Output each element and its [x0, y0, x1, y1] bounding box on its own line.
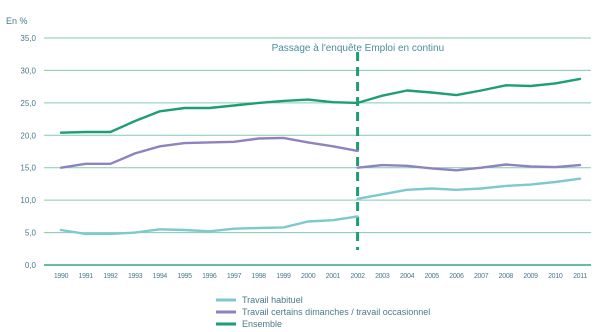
- legend-label-travail-occasionnel: Travail certains dimanches / travail occ…: [242, 307, 430, 317]
- x-tick-label-2008: 2008: [499, 273, 514, 280]
- x-tick-label-2009: 2009: [523, 273, 538, 280]
- x-tick-label-1994: 1994: [153, 273, 168, 280]
- series-0-segment-0: [59, 215, 359, 236]
- y-tick-label-30: 30,0: [20, 66, 36, 75]
- x-tick-label-2011: 2011: [573, 273, 587, 280]
- x-tick-label-1991: 1991: [79, 273, 94, 280]
- x-tick-label-2006: 2006: [449, 273, 464, 280]
- legend-label-ensemble: Ensemble: [242, 319, 282, 329]
- x-tick-label-1998: 1998: [252, 273, 267, 280]
- y-tick-label-15: 15,0: [20, 164, 36, 173]
- x-tick-label-1993: 1993: [128, 273, 143, 280]
- series-2-segment-1: [356, 77, 582, 105]
- x-tick-label-2003: 2003: [375, 273, 390, 280]
- legend: Travail habituel Travail certains dimanc…: [216, 295, 430, 329]
- y-tick-label-35: 35,0: [20, 34, 36, 43]
- legend-label-travail-habituel: Travail habituel: [242, 295, 303, 305]
- x-tick-label-2007: 2007: [474, 273, 489, 280]
- y-tick-label-25: 25,0: [20, 99, 36, 108]
- x-tick-label-2004: 2004: [400, 273, 415, 280]
- x-tick-label-1995: 1995: [177, 273, 192, 280]
- x-tick-label-1990: 1990: [54, 273, 69, 280]
- x-tick-labels: 1990 1991 1992 1993 1994 1995 1996 1997 1998 1999…: [54, 273, 588, 280]
- y-tick-labels: 0,0 5,0 10,0 15,0 20,0 25,0 30,0 35,0: [20, 34, 36, 270]
- series-layer: [59, 77, 582, 236]
- y-tick-label-5: 5,0: [25, 229, 37, 238]
- x-tick-label-1997: 1997: [227, 273, 242, 280]
- series-0-segment-1: [356, 177, 582, 201]
- series-2-segment-0: [59, 98, 359, 134]
- y-tick-label-10: 10,0: [20, 196, 36, 205]
- x-tick-label-1992: 1992: [103, 273, 118, 280]
- annotation-layer: Passage à l'enquête Emploi en continu: [272, 43, 445, 250]
- y-tick-label-20: 20,0: [20, 131, 36, 140]
- series-1-segment-0: [59, 136, 359, 169]
- y-axis-label: En %: [6, 16, 28, 26]
- grid-layer: [44, 37, 591, 266]
- annotation-text: Passage à l'enquête Emploi en continu: [272, 43, 445, 54]
- x-tick-label-2005: 2005: [425, 273, 440, 280]
- x-tick-label-2001: 2001: [326, 273, 341, 280]
- y-tick-label-0: 0,0: [25, 261, 37, 270]
- x-tick-label-1999: 1999: [276, 273, 291, 280]
- x-tick-label-2000: 2000: [301, 273, 316, 280]
- x-tick-label-1996: 1996: [202, 273, 217, 280]
- x-tick-label-2002: 2002: [350, 273, 365, 280]
- x-tick-label-2010: 2010: [548, 273, 563, 280]
- series-1-segment-1: [356, 163, 582, 172]
